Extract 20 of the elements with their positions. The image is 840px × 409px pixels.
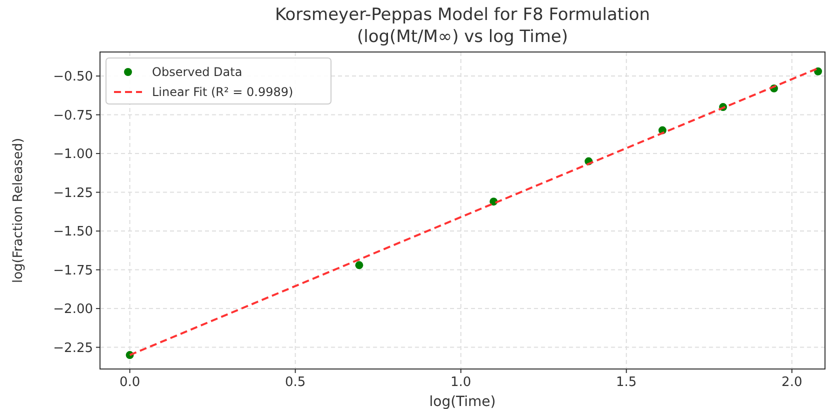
x-tick-label: 1.5: [616, 375, 637, 390]
y-tick-label: −1.75: [53, 263, 93, 278]
y-tick-label: −0.75: [53, 108, 93, 124]
legend-label: Observed Data: [152, 65, 242, 79]
legend-label: Linear Fit (R² = 0.9989): [152, 85, 294, 99]
y-axis-title: log(Fraction Released): [11, 138, 26, 284]
y-tick-label: −2.25: [53, 340, 93, 356]
y-tick-label: −2.00: [53, 302, 93, 318]
y-tick-label: −1.00: [53, 147, 93, 162]
y-tick-label: −1.50: [53, 224, 93, 240]
x-tick-label: 1.0: [450, 375, 472, 390]
point: [355, 261, 364, 270]
x-tick-label: 0.0: [119, 375, 140, 390]
x-tick-label: 0.5: [284, 375, 306, 390]
y-tick-label: −1.25: [53, 186, 93, 201]
x-axis-title: log(Time): [429, 394, 496, 409]
chart-title: Korsmeyer-Peppas Model for F8 Formulation (log(Mt/M∞) vs log Time): [274, 5, 650, 47]
x-tick-label: 2.0: [782, 375, 802, 390]
point: [814, 67, 822, 76]
y-tick-label: −0.50: [53, 70, 93, 85]
